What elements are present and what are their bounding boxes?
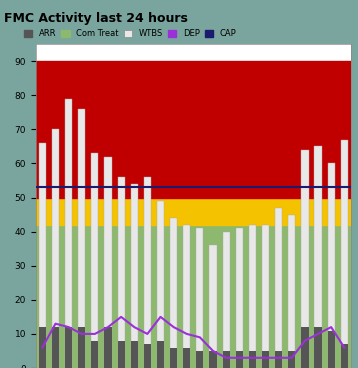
Bar [131, 184, 138, 368]
Bar [183, 225, 190, 368]
Bar [39, 327, 46, 368]
Bar [131, 341, 138, 368]
Bar [262, 225, 269, 368]
Bar [249, 351, 256, 368]
Bar [196, 228, 203, 368]
Bar [249, 225, 256, 368]
Bar [144, 177, 151, 368]
Bar [39, 143, 46, 368]
Bar [341, 344, 348, 368]
Bar [223, 351, 230, 368]
Bar [65, 99, 72, 368]
Bar [36, 198, 351, 225]
Text: FMC Activity last 24 hours: FMC Activity last 24 hours [4, 13, 188, 25]
Bar [91, 341, 98, 368]
Legend: ARR, Com Treat, WTBS, DEP, CAP: ARR, Com Treat, WTBS, DEP, CAP [22, 28, 238, 40]
Bar [157, 201, 164, 368]
Bar [65, 327, 72, 368]
Bar [209, 245, 217, 368]
Bar [52, 130, 59, 368]
Bar [52, 327, 59, 368]
Bar [288, 215, 295, 368]
Bar [275, 208, 282, 368]
Bar [36, 225, 351, 368]
Bar [301, 150, 309, 368]
Bar [105, 327, 112, 368]
Bar [236, 351, 243, 368]
Bar [341, 139, 348, 368]
Bar [105, 157, 112, 368]
Bar [314, 327, 321, 368]
Bar [78, 327, 85, 368]
Bar [328, 163, 335, 368]
Bar [144, 344, 151, 368]
Bar [209, 351, 217, 368]
Bar [262, 351, 269, 368]
Bar [223, 231, 230, 368]
Bar [117, 177, 125, 368]
Bar [275, 351, 282, 368]
Bar [314, 146, 321, 368]
Bar [170, 218, 177, 368]
Bar [36, 61, 351, 198]
Bar [157, 341, 164, 368]
Bar [288, 351, 295, 368]
Bar [91, 153, 98, 368]
Bar [170, 347, 177, 368]
Bar [328, 330, 335, 368]
Bar [78, 109, 85, 368]
Bar [117, 341, 125, 368]
Bar [196, 351, 203, 368]
Bar [183, 347, 190, 368]
Bar [301, 327, 309, 368]
Bar [236, 228, 243, 368]
